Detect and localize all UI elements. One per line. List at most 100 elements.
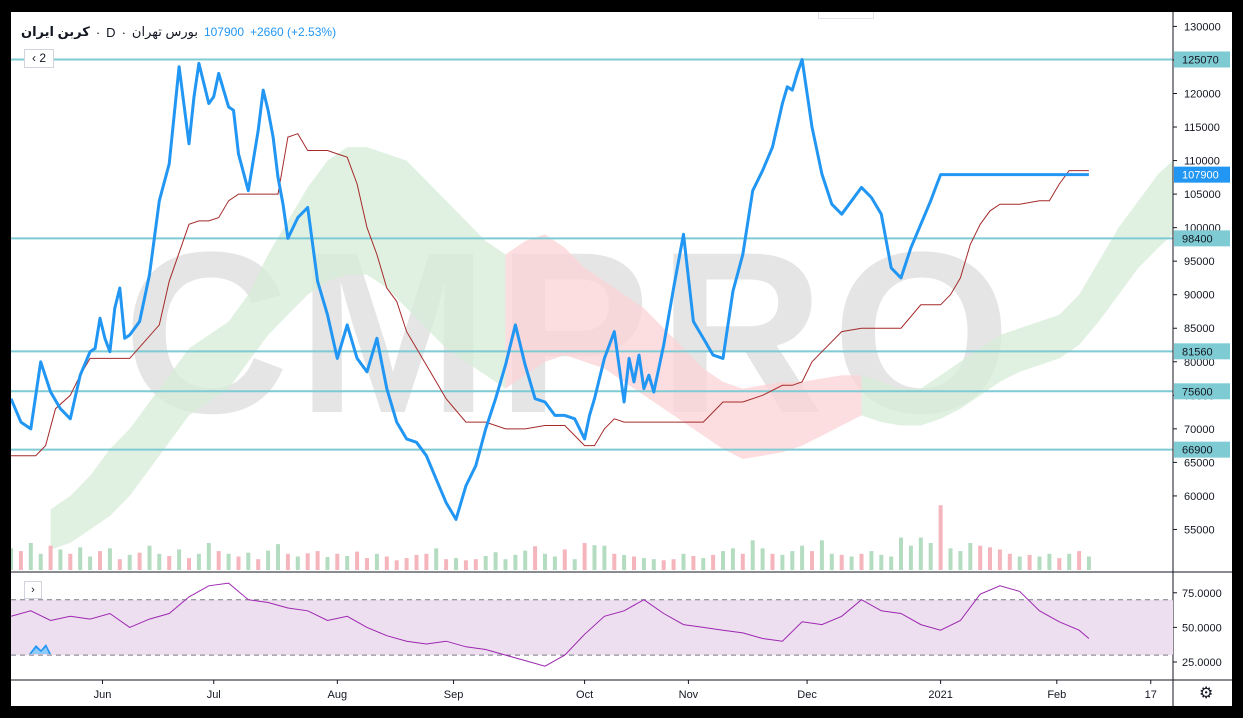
volume-bar	[11, 548, 13, 570]
x-tick-label: Aug	[328, 689, 348, 701]
volume-bar	[1047, 553, 1052, 570]
gear-icon[interactable]: ⚙	[1199, 685, 1214, 702]
volume-bar	[335, 553, 340, 570]
legend-dot-1: ·	[95, 24, 101, 40]
volume-bar	[612, 553, 617, 570]
level-label: 81560	[1182, 346, 1213, 358]
volume-bar	[879, 554, 884, 570]
legend-symbol[interactable]: کربن ایران	[21, 24, 90, 39]
volume-bar	[513, 554, 518, 570]
y-tick-label: 105000	[1184, 189, 1221, 201]
volume-bar	[463, 560, 468, 570]
volume-bar	[246, 552, 251, 570]
x-tick-label: Dec	[797, 689, 817, 701]
level-label-box	[1174, 51, 1230, 68]
legend-interval[interactable]: D	[106, 24, 116, 40]
toolbar-handle[interactable]	[818, 12, 874, 19]
volume-bar	[908, 545, 913, 570]
volume-bar	[1037, 556, 1042, 570]
volume-bar	[641, 558, 646, 570]
volume-bar	[285, 553, 290, 570]
y-tick-label: 120000	[1184, 88, 1221, 100]
last-price-box	[1174, 166, 1230, 183]
rsi-tick-label: 25.0000	[1182, 657, 1222, 669]
volume-bar	[988, 547, 992, 570]
volume-bar	[414, 554, 419, 570]
volume-bar	[107, 548, 112, 570]
x-tick-label: Oct	[576, 689, 593, 701]
volume-bar	[444, 559, 449, 570]
rsi-line[interactable]	[11, 582, 1090, 667]
volume-bar	[117, 559, 122, 570]
ichimoku-cloud-1	[505, 234, 862, 459]
volume-bar	[78, 547, 83, 570]
volume-bar	[938, 505, 943, 570]
indicators-count: 2	[39, 51, 47, 65]
volume-bar	[948, 548, 953, 570]
volume-bar	[730, 548, 735, 570]
volume-bar	[1027, 554, 1032, 570]
volume-bar	[681, 553, 686, 570]
legend-dot-2: ·	[121, 24, 126, 40]
volume-bar	[187, 558, 191, 570]
volume-bar	[1057, 558, 1062, 570]
y-tick-label: 65000	[1184, 457, 1215, 469]
volume-bar	[28, 543, 33, 570]
y-tick-label: 55000	[1184, 524, 1215, 536]
price-line[interactable]	[11, 58, 1089, 521]
volume-bar	[1077, 551, 1082, 570]
volume-bar	[206, 543, 211, 570]
volume-bar	[226, 553, 231, 570]
x-tick-label: Sep	[444, 689, 464, 701]
volume-bar	[543, 553, 547, 570]
volume-bar	[523, 550, 528, 570]
y-tick-label: 95000	[1184, 256, 1215, 268]
volume-bar	[829, 553, 834, 570]
chart-frame[interactable]: CMPRO55000600006500070000750008000085000…	[11, 12, 1232, 706]
volume-bar	[800, 545, 805, 570]
chart-legend: کربن ایران · D · بورس تهران 107900 +2660…	[21, 24, 336, 40]
tradingview-logo-icon[interactable]	[27, 640, 53, 658]
volume-bar	[305, 553, 310, 570]
volume-bar	[424, 553, 429, 570]
volume-bar	[997, 549, 1002, 570]
x-tick-label: Nov	[679, 689, 699, 701]
volume-bar	[839, 554, 844, 570]
x-tick-label: 17	[1145, 689, 1157, 701]
volume-bar	[750, 540, 755, 570]
volume-bar	[691, 556, 696, 570]
volume-bar	[345, 556, 350, 570]
volume-bar	[968, 543, 973, 570]
volume-bar	[572, 559, 577, 570]
volume-bar	[562, 549, 567, 570]
volume-bar	[493, 552, 498, 570]
volume-bar	[483, 556, 488, 570]
volume-bar	[859, 553, 864, 570]
rsi-tick-label: 75.0000	[1182, 588, 1222, 600]
indicators-collapse-button[interactable]: ‹ 2	[24, 49, 54, 68]
legend-exchange: بورس تهران	[131, 24, 198, 39]
ichimoku-cloud-2	[861, 160, 1173, 426]
volume-bar	[374, 553, 379, 570]
volume-bar	[582, 543, 587, 570]
chart-svg[interactable]: CMPRO55000600006500070000750008000085000…	[11, 12, 1232, 706]
volume-bar	[899, 537, 903, 570]
volume-bar	[978, 545, 983, 570]
volume-bar	[671, 559, 676, 570]
volume-bar	[266, 550, 271, 570]
y-tick-label: 60000	[1184, 491, 1215, 503]
volume-bar	[147, 545, 152, 570]
volume-bar	[869, 551, 874, 570]
volume-bar	[256, 559, 261, 570]
rsi-expand-button[interactable]: ›	[24, 581, 42, 599]
x-tick-label: Jun	[94, 689, 112, 701]
volume-bar	[849, 556, 854, 570]
volume-bar	[592, 545, 597, 570]
level-label: 66900	[1182, 445, 1213, 457]
volume-bar	[780, 554, 785, 570]
volume-bar	[454, 558, 458, 570]
volume-bar	[928, 543, 933, 570]
level-label: 98400	[1182, 233, 1213, 245]
volume-bar	[819, 540, 824, 570]
volume-bar	[98, 551, 102, 570]
